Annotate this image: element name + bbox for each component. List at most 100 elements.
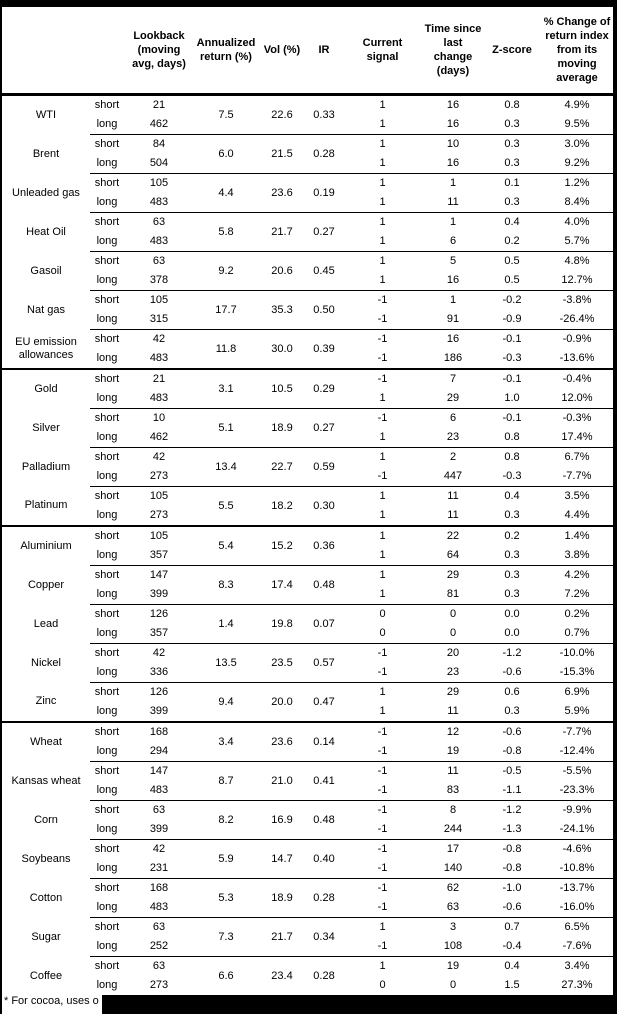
- zscore-value: 0.3: [504, 118, 520, 130]
- ir-value: 0.27: [306, 408, 342, 448]
- time-since-change-value: 11: [423, 486, 483, 506]
- zscore-value: 0.3: [504, 549, 520, 561]
- table-row: Brent short 84 6.0 21.5 0.28 1 10 0.3 3.0%: [2, 134, 613, 174]
- zscore-value: 0.8: [483, 447, 541, 467]
- zscore-value: 0.6: [483, 682, 541, 702]
- time-since-change-value: 1: [423, 173, 483, 193]
- time-since-change-value: 11: [447, 196, 459, 208]
- position-label: short: [90, 800, 124, 820]
- annualized-return-value: 3.1: [194, 368, 258, 409]
- annualized-return-value: 9.4: [194, 682, 258, 722]
- zscore-value: 1.5: [504, 979, 520, 991]
- table-row: Nat gas short 105 17.7 35.3 0.50 -1 1 -0.2 -3.8%: [2, 290, 613, 330]
- position-label: long: [96, 431, 118, 443]
- lookback-value: 126: [124, 682, 194, 702]
- pct-change-value: 4.2%: [541, 565, 613, 585]
- lookback-value: 294: [149, 745, 169, 757]
- lookback-value: 63: [124, 800, 194, 820]
- pct-change-value: -12.4%: [559, 745, 595, 757]
- col-header-4: Vol (%): [258, 7, 306, 96]
- table-row: Platinum short 105 5.5 18.2 0.30 1 11 0.4 3.5%: [2, 486, 613, 526]
- table-row: long 504 1 16 0.3 9.2%: [2, 154, 613, 174]
- table-row: long 357 1 64 0.3 3.8%: [2, 546, 613, 566]
- time-since-change-value: 186: [443, 352, 463, 364]
- position-label: long: [96, 862, 118, 874]
- ir-value: 0.33: [313, 108, 335, 121]
- time-since-change-value: 20: [423, 643, 483, 663]
- ir-value: 0.34: [306, 917, 342, 957]
- zscore-value: -0.4: [502, 940, 522, 952]
- lookback-value: 63: [124, 251, 194, 271]
- annualized-return-value: 8.3: [194, 565, 258, 605]
- pct-change-value: 1.2%: [541, 173, 613, 193]
- zscore-value: -0.5: [483, 761, 541, 781]
- table-row: long 252 -1 108 -0.4 -7.6%: [2, 937, 613, 957]
- zscore-value: -1.2: [483, 800, 541, 820]
- table-row: Palladium short 42 13.4 22.7 0.59 1 2 0.8 6.7%: [2, 447, 613, 487]
- table-row: EU emission allowances short 42 11.8 30.0 0.3…: [2, 329, 613, 369]
- pct-change-value: -0.4%: [541, 368, 613, 389]
- vol-value: 21.5: [258, 134, 306, 174]
- table-row: long 231 -1 140 -0.8 -10.8%: [2, 859, 613, 879]
- position-label: short: [90, 878, 124, 898]
- zscore-value: -0.9: [502, 313, 522, 325]
- ir-value: 0.28: [306, 878, 342, 918]
- time-since-change-value: 140: [443, 862, 463, 874]
- vol-value: 23.4: [258, 956, 306, 996]
- lookback-value: 315: [149, 313, 169, 325]
- annualized-return-value: 5.5: [194, 486, 258, 526]
- lookback-value: 105: [124, 290, 194, 310]
- annualized-return-value: 8.2: [194, 800, 258, 840]
- commodity-name: Nat gas: [27, 303, 65, 316]
- time-since-change-value: 19: [423, 956, 483, 976]
- lookback-value: 483: [149, 196, 169, 208]
- lookback-value: 10: [124, 408, 194, 428]
- lookback-value: 399: [149, 823, 169, 835]
- vol-value: 17.4: [258, 565, 306, 605]
- commodity-name: Copper: [27, 578, 65, 591]
- vol-value: 21.0: [258, 761, 306, 801]
- signal-value: 0: [379, 627, 386, 639]
- annualized-return-value: 13.4: [194, 447, 258, 487]
- table-row: long 399 1 11 0.3 5.9%: [2, 702, 613, 722]
- position-label: long: [96, 901, 118, 913]
- pct-change-value: -7.7%: [541, 721, 613, 742]
- commodity-name: Aluminium: [2, 525, 90, 566]
- annualized-return-value: 1.4: [194, 604, 258, 644]
- commodity-name: Kansas wheat: [11, 774, 81, 787]
- signal-value: -1: [342, 329, 423, 349]
- time-since-change-value: 6: [449, 235, 457, 247]
- time-since-change-value: 62: [423, 878, 483, 898]
- table-row: Unleaded gas short 105 4.4 23.6 0.19 1 1 0.1 1.2%: [2, 173, 613, 213]
- zscore-value: -0.2: [483, 290, 541, 310]
- zscore-value: 0.3: [504, 705, 520, 717]
- table-row: Nickel short 42 13.5 23.5 0.57 -1 20 -1.2 -10.0%: [2, 643, 613, 683]
- annualized-return-value: 11.8: [194, 329, 258, 369]
- time-since-change-value: 2: [423, 447, 483, 467]
- signal-value: 1: [342, 917, 423, 937]
- time-since-change-value: 11: [447, 705, 459, 717]
- signal-value: -1: [377, 470, 388, 482]
- vol-value: 20.0: [258, 682, 306, 722]
- time-since-change-value: 16: [446, 99, 460, 111]
- lookback-value: 399: [149, 588, 169, 600]
- time-since-change-value: 64: [446, 549, 460, 561]
- annualized-return-value: 5.3: [194, 878, 258, 918]
- table-row: long 483 1 6 0.2 5.7%: [2, 232, 613, 252]
- time-since-change-value: 23: [446, 666, 460, 678]
- position-label: short: [90, 447, 124, 467]
- table-row: long 483 -1 186 -0.3 -13.6%: [2, 349, 613, 369]
- annualized-return-value: 5.8: [194, 212, 258, 252]
- zscore-value: -0.1: [483, 408, 541, 428]
- pct-change-value: -16.0%: [559, 901, 595, 913]
- signal-value: 1: [342, 212, 423, 232]
- lookback-value: 462: [149, 118, 169, 130]
- signal-value: 1: [379, 235, 386, 247]
- col-header-2: Lookback (moving avg, days): [124, 7, 194, 96]
- time-since-change-value: 0: [423, 604, 483, 624]
- pct-change-value: 8.4%: [564, 196, 590, 208]
- pct-change-value: -15.3%: [559, 666, 595, 678]
- vol-value: 14.7: [258, 839, 306, 879]
- vol-value: 22.7: [258, 447, 306, 487]
- position-label: long: [96, 274, 118, 286]
